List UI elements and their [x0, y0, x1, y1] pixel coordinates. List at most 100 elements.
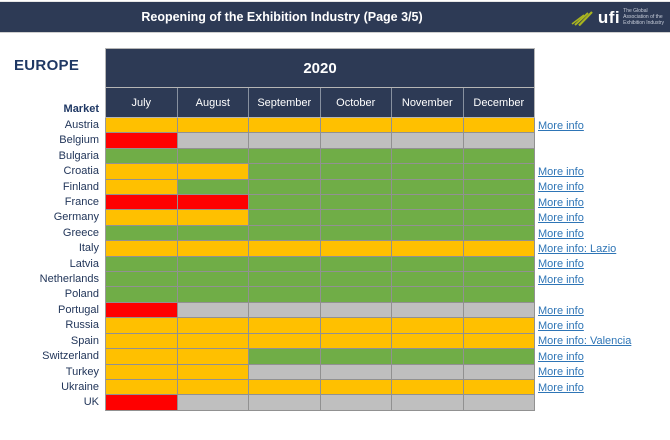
status-cell-croatia-july — [106, 164, 178, 180]
more-info-link-france[interactable]: More info — [538, 196, 584, 209]
status-cell-bulgaria-september — [249, 148, 321, 165]
status-cell-belgium-october — [320, 133, 392, 149]
status-cell-uk-july — [106, 395, 178, 411]
status-cell-poland-november — [392, 287, 464, 303]
more-info-link-austria[interactable]: More info — [538, 119, 584, 132]
more-info-link-spain[interactable]: More info: Valencia — [538, 335, 632, 348]
market-label: Poland — [64, 288, 99, 301]
status-cell-italy-november — [392, 241, 464, 257]
table-row-latvia: Latvia More info — [0, 256, 670, 273]
more-info-link-turkey[interactable]: More info — [538, 366, 584, 379]
logo-tagline: The Global Association of the Exhibition I… — [623, 8, 664, 27]
ufi-logo-text: ufi — [597, 7, 621, 27]
market-label: Switzerland — [42, 350, 99, 363]
status-cell-latvia-july — [106, 256, 178, 273]
status-cells — [105, 395, 535, 411]
status-cell-france-august — [177, 195, 249, 211]
status-cell-bulgaria-december — [463, 148, 535, 165]
more-info-link-latvia[interactable]: More info — [538, 258, 584, 271]
more-info-link-russia[interactable]: More info — [538, 319, 584, 332]
status-cell-greece-november — [392, 225, 464, 242]
status-cell-bulgaria-july — [106, 148, 178, 165]
status-cell-spain-november — [392, 333, 464, 350]
month-header-july: July — [106, 88, 178, 117]
market-label: Ukraine — [61, 380, 99, 393]
status-cell-france-september — [249, 195, 321, 211]
more-info-link-finland[interactable]: More info — [538, 181, 584, 194]
status-cell-uk-august — [177, 395, 249, 411]
status-cell-portugal-november — [392, 302, 464, 319]
market-label: Portugal — [58, 303, 99, 316]
status-cell-switzerland-october — [320, 349, 392, 365]
status-cell-croatia-november — [392, 164, 464, 180]
link-column — [535, 149, 670, 164]
status-cell-switzerland-november — [392, 349, 464, 365]
status-cell-austria-september — [249, 118, 321, 134]
table-row-croatia: Croatia More info — [0, 164, 670, 180]
month-header-september: September — [249, 88, 321, 117]
status-cell-netherlands-september — [249, 272, 321, 288]
status-cells — [105, 210, 535, 226]
market-label: Germany — [53, 211, 99, 224]
status-cell-portugal-september — [249, 302, 321, 319]
status-cells — [105, 379, 535, 396]
status-cell-latvia-august — [177, 256, 249, 273]
status-cell-finland-september — [249, 179, 321, 196]
status-cell-uk-october — [320, 395, 392, 411]
logo-tagline-line: The Global — [623, 7, 648, 14]
status-cell-italy-july — [106, 241, 178, 257]
ufi-swoosh-icon — [571, 8, 595, 26]
status-cell-ukraine-august — [177, 379, 249, 396]
table-row-italy: Italy More info: Lazio — [0, 241, 670, 257]
status-cell-france-december — [463, 195, 535, 211]
more-info-link-ukraine[interactable]: More info — [538, 381, 584, 394]
title-bar: Reopening of the Exhibition Industry (Pa… — [0, 1, 670, 33]
table-row-switzerland: Switzerland More info — [0, 349, 670, 365]
status-cell-austria-december — [463, 118, 535, 134]
table-rows: Austria More info Belgium Bulgaria Croatia Mo… — [0, 118, 670, 411]
status-cell-greece-july — [106, 225, 178, 242]
status-cell-portugal-july — [106, 302, 178, 319]
more-info-link-italy[interactable]: More info: Lazio — [538, 242, 617, 255]
more-info-link-netherlands[interactable]: More info — [538, 273, 584, 286]
status-cell-turkey-september — [249, 364, 321, 380]
status-cell-croatia-august — [177, 164, 249, 180]
status-cell-croatia-december — [463, 164, 535, 180]
status-cell-turkey-august — [177, 364, 249, 380]
month-header-august: August — [178, 88, 249, 117]
market-label: Italy — [78, 242, 99, 255]
market-label: Spain — [70, 334, 99, 347]
status-cell-spain-august — [177, 333, 249, 350]
status-cell-poland-july — [106, 287, 178, 303]
status-cell-uk-september — [249, 395, 321, 411]
more-info-link-croatia[interactable]: More info — [538, 165, 584, 178]
status-cell-russia-december — [463, 318, 535, 334]
status-cell-belgium-november — [392, 133, 464, 149]
more-info-link-greece[interactable]: More info — [538, 227, 584, 240]
status-cell-italy-december — [463, 241, 535, 257]
market-label: Russia — [65, 319, 99, 332]
more-info-link-portugal[interactable]: More info — [538, 304, 584, 317]
status-cell-netherlands-october — [320, 272, 392, 288]
status-cells — [105, 148, 535, 165]
market-label: UK — [83, 396, 99, 409]
status-cell-finland-october — [320, 179, 392, 196]
link-column: More info — [535, 272, 670, 287]
status-cell-belgium-september — [249, 133, 321, 149]
status-cell-uk-december — [463, 395, 535, 411]
status-cell-austria-october — [320, 118, 392, 134]
status-cell-france-october — [320, 195, 392, 211]
status-cell-latvia-november — [392, 256, 464, 273]
status-cell-spain-december — [463, 333, 535, 350]
status-cell-germany-december — [463, 210, 535, 226]
more-info-link-germany[interactable]: More info — [538, 212, 584, 225]
status-cells — [105, 349, 535, 365]
status-cell-austria-november — [392, 118, 464, 134]
status-cells — [105, 164, 535, 180]
table-row-belgium: Belgium — [0, 133, 670, 149]
status-cell-poland-august — [177, 287, 249, 303]
more-info-link-switzerland[interactable]: More info — [538, 350, 584, 363]
status-cell-russia-october — [320, 318, 392, 334]
status-cell-germany-september — [249, 210, 321, 226]
